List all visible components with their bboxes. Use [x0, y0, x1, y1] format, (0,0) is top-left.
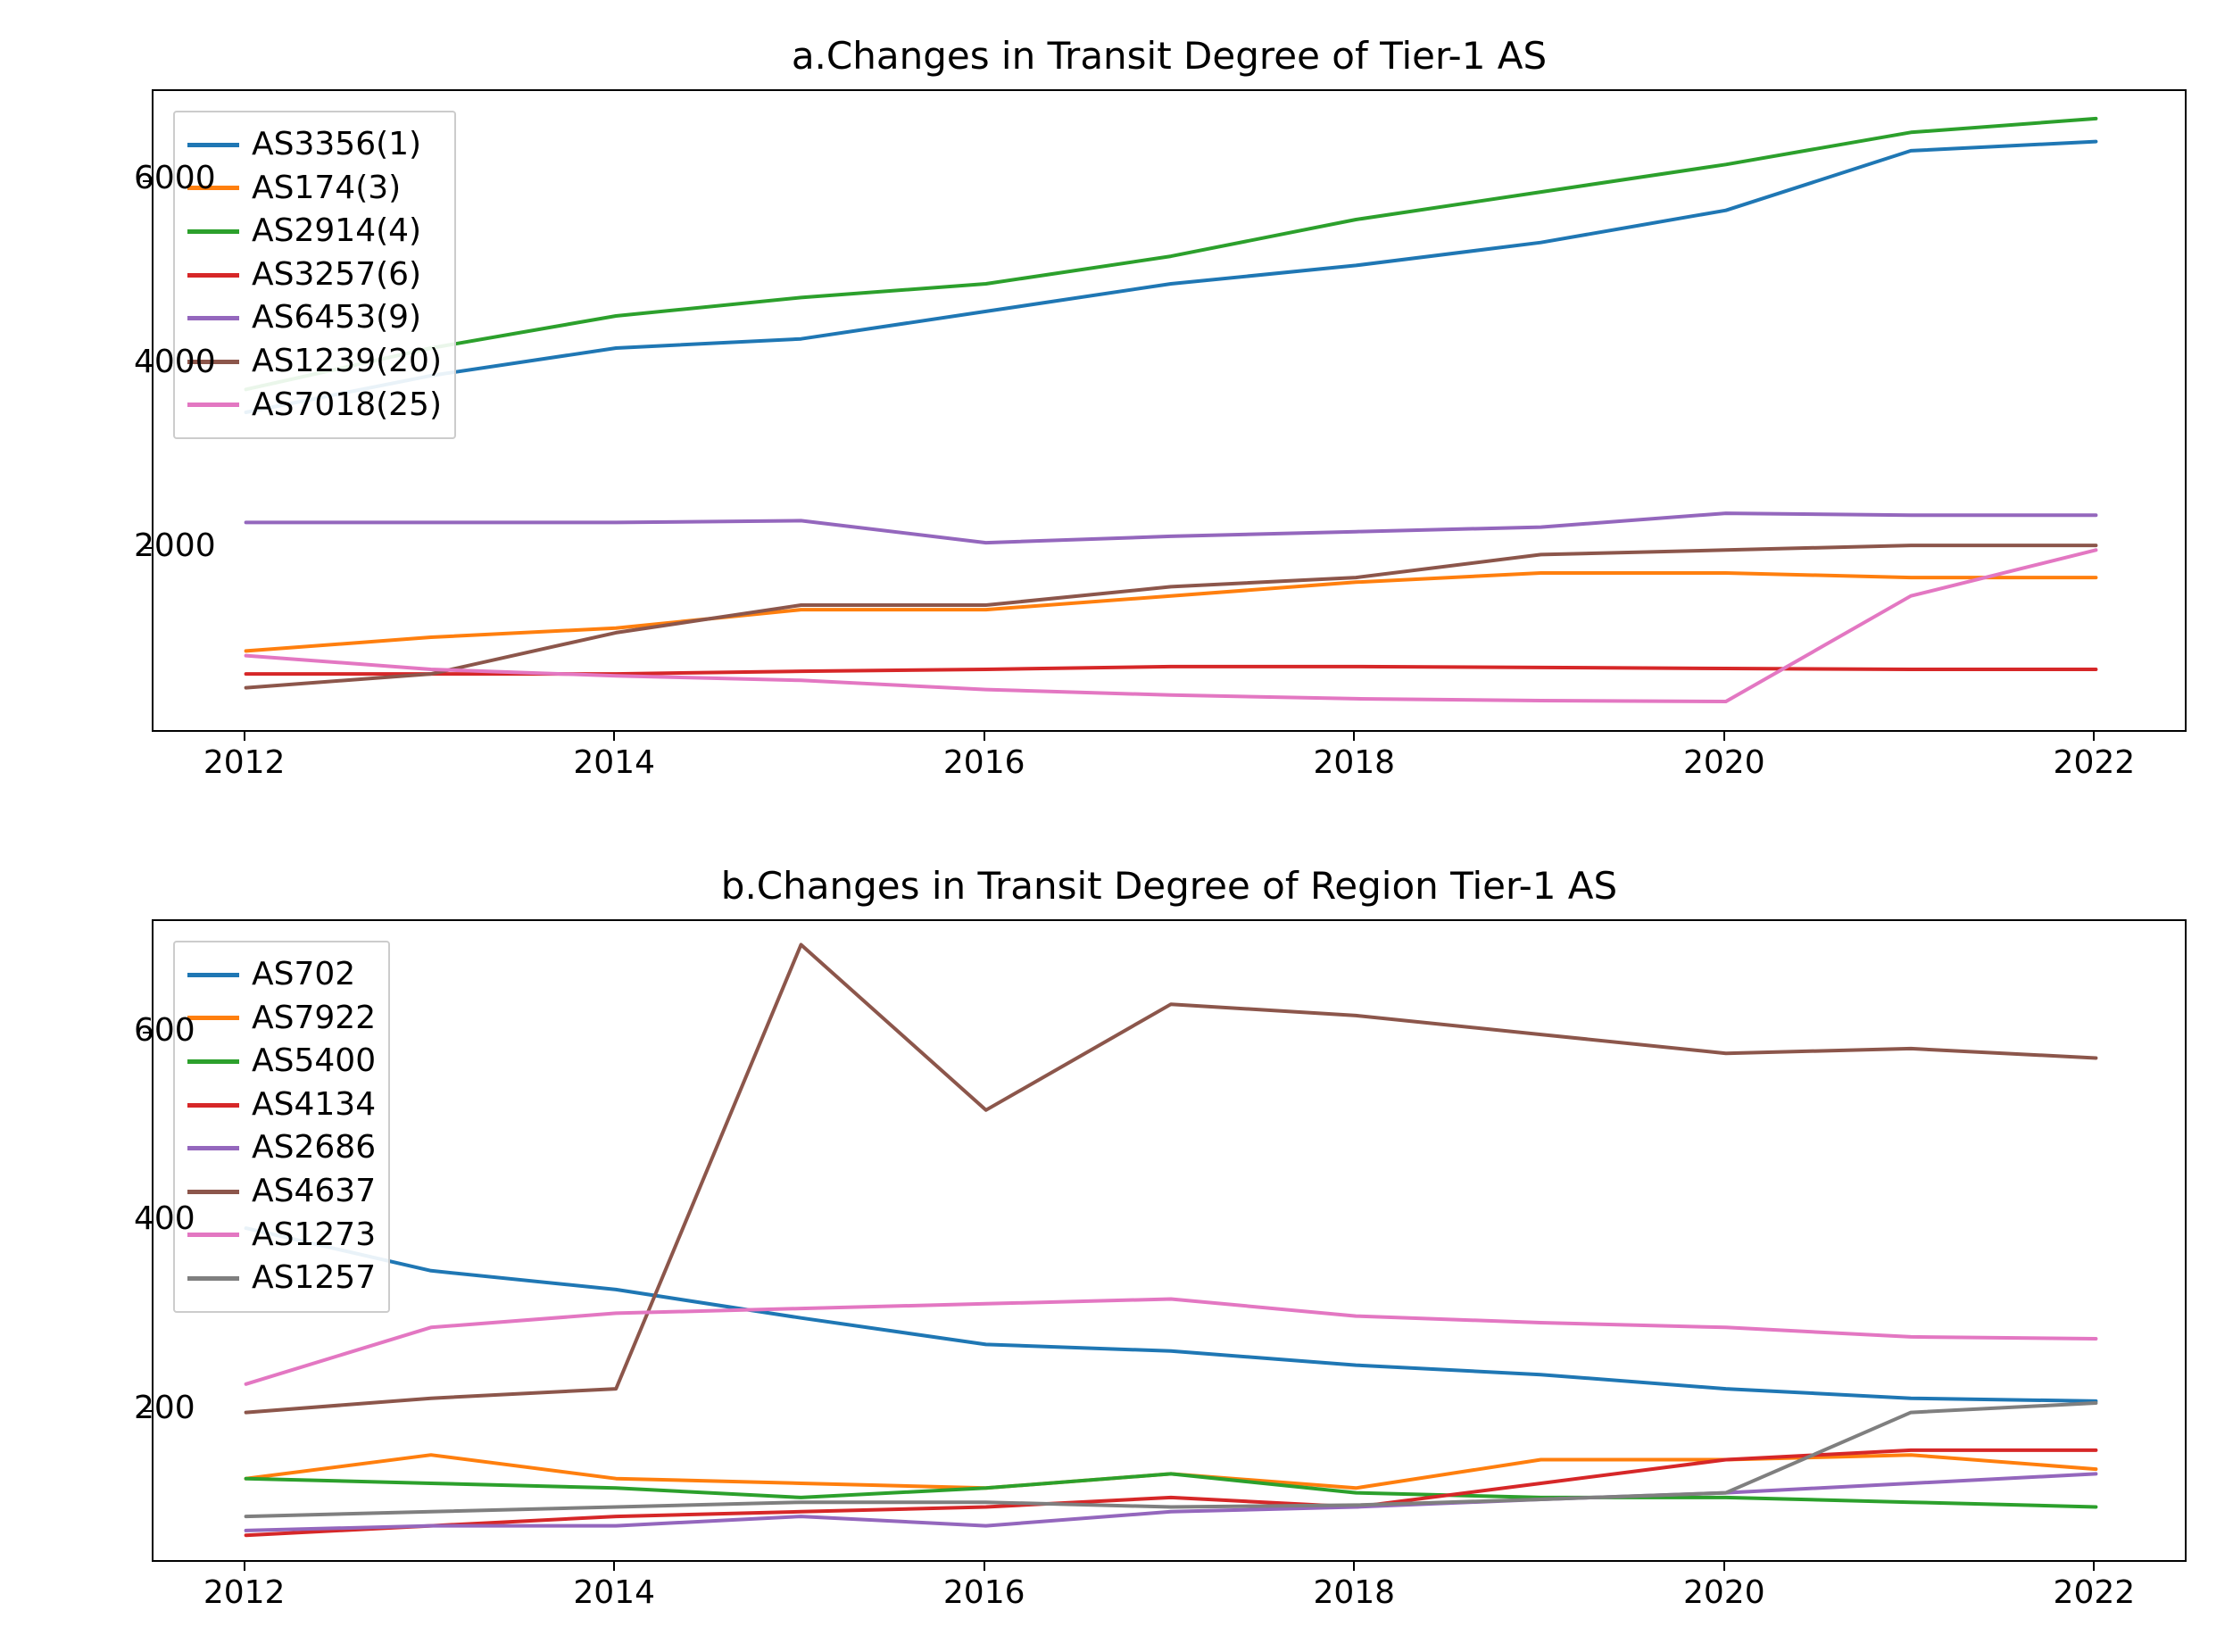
legend-label: AS4637	[252, 1170, 376, 1214]
legend-item: AS1273	[187, 1214, 376, 1258]
legend-item: AS3356(1)	[187, 123, 442, 167]
plot-area-b: AS702AS7922AS5400AS4134AS2686AS4637AS127…	[152, 919, 2187, 1562]
legend-label: AS1273	[252, 1214, 376, 1258]
plot-title-a: a.Changes in Transit Degree of Tier-1 AS	[152, 34, 2187, 78]
legend-label: AS6453(9)	[252, 296, 421, 340]
x-tick-label: 2014	[573, 744, 655, 781]
series-line	[246, 1228, 2096, 1401]
legend-swatch	[187, 403, 239, 407]
legend-label: AS702	[252, 953, 355, 997]
legend-label: AS3257(6)	[252, 253, 421, 297]
legend-item: AS1257	[187, 1257, 376, 1300]
legend-label: AS174(3)	[252, 167, 401, 211]
legend-item: AS2686	[187, 1126, 376, 1170]
x-tick	[984, 732, 985, 741]
legend-swatch	[187, 1190, 239, 1194]
legend-swatch	[187, 1146, 239, 1150]
legend-swatch	[187, 1103, 239, 1108]
x-tick-label: 2022	[2054, 744, 2136, 781]
legend-label: AS7018(25)	[252, 384, 442, 428]
x-tick	[984, 1562, 985, 1571]
x-tick-label: 2016	[943, 1574, 1025, 1611]
series-line	[246, 1299, 2096, 1384]
legend-label: AS2686	[252, 1126, 376, 1170]
legend-item: AS3257(6)	[187, 253, 442, 297]
series-line	[246, 1455, 2096, 1488]
legend-item: AS5400	[187, 1040, 376, 1083]
x-tick-label: 2012	[203, 1574, 286, 1611]
series-line	[246, 573, 2096, 651]
series-line	[246, 513, 2096, 543]
legend-swatch	[187, 1276, 239, 1281]
x-tick	[1353, 732, 1355, 741]
legend-label: AS4134	[252, 1083, 376, 1127]
lines-layer	[154, 91, 2187, 732]
legend-swatch	[187, 316, 239, 320]
legend-label: AS1257	[252, 1257, 376, 1300]
x-tick	[613, 732, 615, 741]
legend-label: AS5400	[252, 1040, 376, 1083]
x-tick	[613, 1562, 615, 1571]
legend-label: AS1239(20)	[252, 340, 442, 384]
x-tick	[244, 732, 245, 741]
legend-label: AS7922	[252, 997, 376, 1041]
x-tick-label: 2020	[1683, 744, 1765, 781]
x-tick-label: 2018	[1313, 1574, 1395, 1611]
subplot-b: b.Changes in Transit Degree of Region Ti…	[152, 919, 2187, 1562]
x-tick-label: 2022	[2054, 1574, 2136, 1611]
legend-item: AS7922	[187, 997, 376, 1041]
x-tick	[1723, 732, 1725, 741]
figure: a.Changes in Transit Degree of Tier-1 AS…	[18, 18, 2215, 1634]
subplot-a: a.Changes in Transit Degree of Tier-1 AS…	[152, 89, 2187, 732]
x-tick	[2093, 1562, 2095, 1571]
series-line	[246, 119, 2096, 389]
legend-swatch	[187, 143, 239, 147]
legend-item: AS2914(4)	[187, 210, 442, 253]
x-tick-label: 2012	[203, 744, 286, 781]
series-line	[246, 1450, 2096, 1535]
legend-swatch	[187, 1059, 239, 1064]
legend-item: AS174(3)	[187, 167, 442, 211]
series-line	[246, 142, 2096, 412]
plot-title-b: b.Changes in Transit Degree of Region Ti…	[152, 864, 2187, 908]
x-tick	[2093, 732, 2095, 741]
legend-swatch	[187, 273, 239, 278]
legend-label: AS2914(4)	[252, 210, 421, 253]
series-line	[246, 1474, 2096, 1507]
x-tick-label: 2020	[1683, 1574, 1765, 1611]
legend-item: AS1239(20)	[187, 340, 442, 384]
x-tick-label: 2014	[573, 1574, 655, 1611]
legend-b: AS702AS7922AS5400AS4134AS2686AS4637AS127…	[173, 941, 390, 1313]
legend-swatch	[187, 229, 239, 234]
x-tick-label: 2018	[1313, 744, 1395, 781]
plot-area-a: AS3356(1)AS174(3)AS2914(4)AS3257(6)AS645…	[152, 89, 2187, 732]
legend-item: AS6453(9)	[187, 296, 442, 340]
lines-layer	[154, 921, 2187, 1562]
x-tick-label: 2016	[943, 744, 1025, 781]
x-tick	[1723, 1562, 1725, 1571]
series-line	[246, 945, 2096, 1413]
legend-item: AS7018(25)	[187, 384, 442, 428]
legend-item: AS702	[187, 953, 376, 997]
series-line	[246, 550, 2096, 701]
x-tick	[244, 1562, 245, 1571]
legend-label: AS3356(1)	[252, 123, 421, 167]
legend-item: AS4637	[187, 1170, 376, 1214]
legend-swatch	[187, 973, 239, 977]
legend-item: AS4134	[187, 1083, 376, 1127]
x-tick	[1353, 1562, 1355, 1571]
